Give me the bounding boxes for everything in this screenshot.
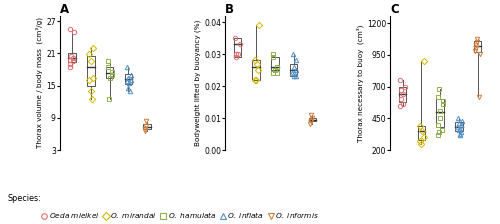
Bar	[418, 126, 425, 140]
Bar	[124, 74, 132, 84]
Bar	[271, 57, 278, 70]
Bar	[234, 38, 241, 57]
Bar	[308, 118, 316, 121]
Bar	[455, 122, 462, 131]
Text: C: C	[390, 3, 399, 16]
Y-axis label: Bodyweight lifted by buoyancy (%): Bodyweight lifted by buoyancy (%)	[195, 20, 202, 146]
Y-axis label: Thorax volume / body mass  (cm³/g): Thorax volume / body mass (cm³/g)	[36, 17, 44, 148]
Y-axis label: Thorax necessary to buoy  (cm³): Thorax necessary to buoy (cm³)	[357, 24, 364, 142]
Bar	[87, 56, 94, 86]
Text: Species:: Species:	[8, 194, 41, 203]
Bar	[436, 99, 444, 127]
Bar	[106, 67, 114, 78]
Legend: $\it{Oeda\ mielkei}$, $\it{O.\ mirandai}$, $\it{O.\ hamulata}$, $\it{O.\ inflata: $\it{Oeda\ mielkei}$, $\it{O.\ mirandai}…	[41, 210, 319, 220]
Bar	[474, 41, 482, 52]
Bar	[252, 60, 260, 80]
Bar	[68, 53, 76, 62]
Bar	[290, 64, 298, 76]
Text: B: B	[225, 3, 234, 16]
Bar	[399, 87, 406, 102]
Bar	[144, 124, 151, 129]
Text: A: A	[60, 3, 69, 16]
